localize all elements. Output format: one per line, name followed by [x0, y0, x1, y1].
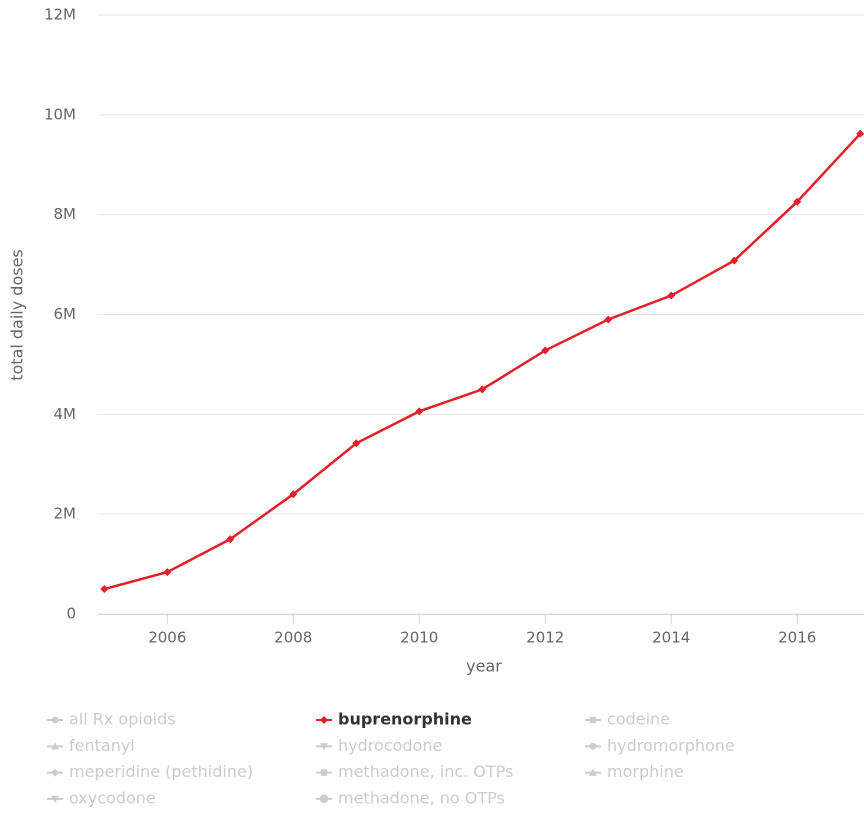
legend-label: all Rx opioids [69, 710, 176, 729]
legend-symbol [320, 769, 328, 776]
data-point [100, 585, 109, 594]
legend-label: oxycodone [69, 788, 156, 807]
legend-symbol [51, 795, 59, 803]
data-point [352, 439, 361, 448]
x-tick-label: 2016 [778, 629, 816, 647]
legend-item[interactable]: hydrocodone [316, 736, 442, 755]
legend-item[interactable]: hydromorphone [585, 736, 735, 755]
legend-label: buprenorphine [338, 710, 472, 729]
data-point [478, 385, 487, 394]
legend-label: meperidine (pethidine) [69, 762, 253, 781]
data-point [541, 346, 550, 355]
series-line [103, 132, 862, 591]
legend-label: codeine [607, 710, 670, 729]
legend-label: morphine [607, 762, 684, 781]
legend-item[interactable]: all Rx opioids [47, 710, 176, 729]
legend-symbol [589, 768, 597, 776]
legend-item[interactable]: morphine [585, 762, 684, 781]
data-point [793, 197, 802, 206]
y-tick-label: 0 [66, 605, 76, 623]
data-point [604, 315, 613, 324]
y-tick-label: 8M [54, 205, 77, 223]
data-point [856, 129, 864, 138]
data-point [226, 535, 235, 544]
x-tick-label: 2010 [400, 629, 438, 647]
legend-label: hydrocodone [338, 736, 442, 755]
legend-item[interactable]: oxycodone [47, 788, 156, 807]
y-tick-label: 12M [44, 6, 76, 24]
y-tick-label: 2M [54, 505, 77, 523]
legend-item[interactable]: fentanyl [47, 736, 135, 755]
y-tick-label: 10M [44, 105, 76, 123]
data-point [667, 291, 676, 300]
legend-item[interactable]: codeine [585, 710, 670, 729]
legend-item[interactable]: buprenorphine [316, 710, 472, 729]
legend-label: methadone, inc. OTPs [338, 762, 513, 781]
data-point [730, 256, 739, 265]
legend-symbol [320, 716, 328, 724]
legend-symbol [51, 768, 59, 777]
x-tick-label: 2012 [526, 629, 564, 647]
y-tick-label: 4M [54, 405, 77, 423]
legend-symbol [51, 742, 59, 750]
x-axis-title: year [466, 657, 502, 676]
legend-label: hydromorphone [607, 736, 735, 755]
legend-symbol [51, 716, 59, 724]
legend-symbol [319, 794, 329, 804]
x-tick-label: 2006 [148, 629, 186, 647]
legend-label: fentanyl [69, 736, 135, 755]
x-tick-label: 2014 [652, 629, 690, 647]
legend-item[interactable]: methadone, no OTPs [316, 788, 505, 807]
legend-item[interactable]: meperidine (pethidine) [47, 762, 253, 781]
data-point [415, 407, 424, 416]
legend-label: methadone, no OTPs [338, 788, 505, 807]
legend-item[interactable]: methadone, inc. OTPs [316, 762, 513, 781]
legend-symbol [589, 716, 597, 724]
data-point [289, 490, 298, 499]
legend-symbol [320, 743, 328, 751]
y-tick-label: 6M [54, 305, 77, 323]
x-tick-label: 2008 [274, 629, 312, 647]
y-axis-title: total daily doses [8, 249, 27, 381]
legend-symbol [589, 742, 597, 750]
data-point [163, 568, 172, 577]
